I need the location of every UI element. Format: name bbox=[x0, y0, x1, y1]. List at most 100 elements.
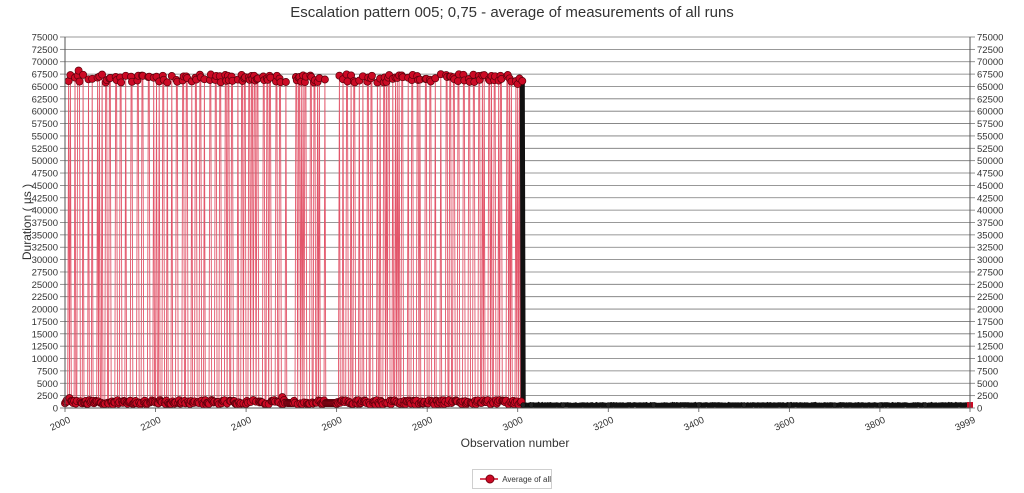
x-tick-label: 2000 bbox=[48, 415, 72, 434]
y-tick-label-right: 37500 bbox=[977, 218, 1003, 229]
y-tick-label-left: 20000 bbox=[32, 305, 58, 316]
data-point[interactable] bbox=[368, 72, 375, 79]
legend[interactable]: Average of all bbox=[472, 469, 552, 489]
y-tick-label-right: 45000 bbox=[977, 181, 1003, 192]
data-point[interactable] bbox=[923, 403, 928, 408]
y-tick-label-left: 25000 bbox=[32, 280, 58, 291]
data-point[interactable] bbox=[651, 403, 656, 408]
data-point[interactable] bbox=[606, 403, 611, 408]
data-point[interactable] bbox=[76, 78, 83, 85]
y-tick-label-left: 62500 bbox=[32, 94, 58, 105]
y-tick-label-right: 5000 bbox=[977, 379, 998, 390]
y-tick-label-left: 75000 bbox=[32, 33, 58, 44]
y-tick-label-right: 25000 bbox=[977, 280, 1003, 291]
y-tick-label-left: 67500 bbox=[32, 70, 58, 81]
y-tick-label-right: 22500 bbox=[977, 292, 1003, 303]
data-point[interactable] bbox=[878, 403, 883, 408]
x-tick-label: 2400 bbox=[230, 415, 254, 434]
data-point[interactable] bbox=[832, 403, 837, 408]
data-point[interactable] bbox=[118, 79, 125, 86]
y-tick-label-right: 47500 bbox=[977, 169, 1003, 180]
y-tick-label-left: 42500 bbox=[32, 193, 58, 204]
y-tick-label-left: 12500 bbox=[32, 342, 58, 353]
y-tick-label-left: 40000 bbox=[32, 206, 58, 217]
data-point[interactable] bbox=[321, 76, 328, 83]
y-tick-label-right: 62500 bbox=[977, 94, 1003, 105]
y-tick-label-right: 35000 bbox=[977, 230, 1003, 241]
y-tick-label-left: 0 bbox=[53, 404, 58, 415]
y-tick-label-left: 17500 bbox=[32, 317, 58, 328]
x-tick-label: 3800 bbox=[863, 415, 887, 434]
y-tick-label-left: 35000 bbox=[32, 230, 58, 241]
series-average-of-all bbox=[61, 67, 973, 408]
y-tick-label-right: 72500 bbox=[977, 45, 1003, 56]
y-tick-label-right: 7500 bbox=[977, 366, 998, 377]
y-tick-label-right: 40000 bbox=[977, 206, 1003, 217]
y-tick-label-right: 65000 bbox=[977, 82, 1003, 93]
y-tick-label-right: 17500 bbox=[977, 317, 1003, 328]
y-tick-label-right: 52500 bbox=[977, 144, 1003, 155]
y-tick-label-left: 10000 bbox=[32, 354, 58, 365]
y-tick-label-left: 5000 bbox=[37, 379, 58, 390]
x-tick-label: 3000 bbox=[501, 415, 525, 434]
y-tick-label-right: 57500 bbox=[977, 119, 1003, 130]
y-tick-label-right: 60000 bbox=[977, 107, 1003, 118]
y-tick-label-left: 7500 bbox=[37, 366, 58, 377]
y-tick-label-right: 67500 bbox=[977, 70, 1003, 81]
y-tick-label-left: 65000 bbox=[32, 82, 58, 93]
y-tick-label-left: 57500 bbox=[32, 119, 58, 130]
y-tick-label-left: 45000 bbox=[32, 181, 58, 192]
y-tick-label-left: 27500 bbox=[32, 267, 58, 278]
data-point[interactable] bbox=[561, 403, 566, 408]
y-tick-label-right: 0 bbox=[977, 404, 982, 415]
y-tick-label-left: 37500 bbox=[32, 218, 58, 229]
y-tick-label-right: 30000 bbox=[977, 255, 1003, 266]
legend-label: Average of all bbox=[502, 475, 551, 484]
y-tick-label-left: 15000 bbox=[32, 329, 58, 340]
y-tick-label-right: 12500 bbox=[977, 342, 1003, 353]
y-tick-label-right: 10000 bbox=[977, 354, 1003, 365]
y-tick-label-right: 70000 bbox=[977, 57, 1003, 68]
x-tick-label: 2200 bbox=[139, 415, 163, 434]
data-point[interactable] bbox=[282, 78, 289, 85]
y-tick-label-right: 75000 bbox=[977, 33, 1003, 44]
data-point[interactable] bbox=[521, 403, 526, 408]
y-tick-label-left: 70000 bbox=[32, 57, 58, 68]
x-axis-label: Observation number bbox=[461, 436, 570, 450]
y-tick-label-left: 47500 bbox=[32, 169, 58, 180]
y-tick-label-left: 22500 bbox=[32, 292, 58, 303]
data-point[interactable] bbox=[696, 403, 701, 408]
data-point[interactable] bbox=[164, 79, 171, 86]
series-line bbox=[65, 71, 970, 406]
data-point[interactable] bbox=[519, 77, 526, 84]
y-tick-label-right: 27500 bbox=[977, 267, 1003, 278]
legend-marker-icon bbox=[479, 473, 498, 485]
y-tick-label-right: 42500 bbox=[977, 193, 1003, 204]
y-tick-label-right: 32500 bbox=[977, 243, 1003, 254]
x-tick-label: 3200 bbox=[592, 415, 616, 434]
series-line-tail bbox=[522, 81, 969, 405]
y-tick-label-right: 55000 bbox=[977, 131, 1003, 142]
x-tick-label: 3600 bbox=[773, 415, 797, 434]
y-axis-label: Duration ( µs ) bbox=[20, 184, 34, 260]
y-tick-label-left: 50000 bbox=[32, 156, 58, 167]
y-tick-label-left: 2500 bbox=[37, 391, 58, 402]
x-tick-label: 2600 bbox=[320, 415, 344, 434]
x-tick-label: 3999 bbox=[953, 415, 977, 434]
y-tick-label-right: 2500 bbox=[977, 391, 998, 402]
y-tick-label-right: 50000 bbox=[977, 156, 1003, 167]
y-tick-label-left: 60000 bbox=[32, 107, 58, 118]
y-tick-label-left: 52500 bbox=[32, 144, 58, 155]
y-tick-label-left: 30000 bbox=[32, 255, 58, 266]
x-tick-label: 3400 bbox=[682, 415, 706, 434]
y-tick-label-left: 55000 bbox=[32, 131, 58, 142]
x-tick-label: 2800 bbox=[411, 415, 435, 434]
y-tick-label-left: 32500 bbox=[32, 243, 58, 254]
y-tick-label-right: 15000 bbox=[977, 329, 1003, 340]
chart-title: Escalation pattern 005; 0,75 - average o… bbox=[0, 4, 1024, 21]
data-point[interactable] bbox=[787, 403, 792, 408]
data-point[interactable] bbox=[529, 403, 534, 408]
y-tick-label-left: 72500 bbox=[32, 45, 58, 56]
data-point[interactable] bbox=[742, 403, 747, 408]
